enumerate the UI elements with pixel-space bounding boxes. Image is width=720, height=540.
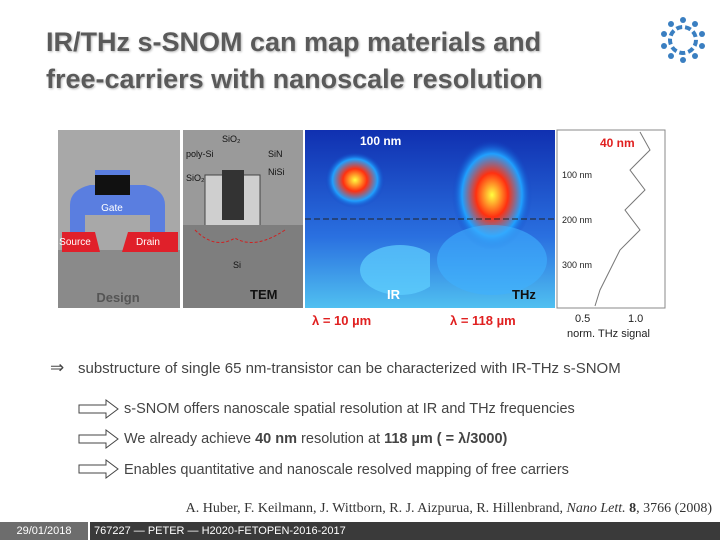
profile-plot [556, 129, 666, 309]
figure: Gate Source Drain Design SiO₂ poly-Si Si… [58, 129, 666, 340]
depth-label: 300 nm [562, 260, 592, 270]
tick-label: 0.5 [575, 313, 590, 325]
design-label: Drain [136, 237, 160, 248]
panel-caption: TEM [250, 287, 277, 302]
footer-project: 767227 — PETER — H2020-FETOPEN-2016-2017 [90, 522, 720, 540]
bullet: We already achieve 40 nm resolution at 1… [124, 431, 507, 447]
bullet-emph: ( = [432, 431, 459, 447]
implies-arrow: ⇒ [50, 358, 65, 377]
scale-label: 40 nm [600, 136, 635, 150]
citation: A. Huber, F. Keilmann, J. Wittborn, R. J… [186, 501, 712, 517]
citation-authors: A. Huber, F. Keilmann, J. Wittborn, R. J… [185, 501, 567, 516]
tick-label: 1.0 [628, 313, 643, 325]
logo [661, 17, 705, 63]
tem-label: poly-Si [186, 149, 214, 159]
panel-caption: IR [387, 287, 401, 302]
design-label: Gate [101, 203, 123, 214]
bullet-arrows [78, 399, 119, 479]
axis-label: norm. THz signal [567, 328, 650, 340]
panel-caption: THz [512, 287, 536, 302]
bullet-emph: 40 nm [255, 431, 298, 447]
depth-label: 100 nm [562, 170, 592, 180]
bullet-text: resolution at [297, 431, 385, 447]
tem-label: NiSi [268, 167, 285, 177]
tem-label: SiO₂ [186, 173, 205, 183]
tem-label: SiN [268, 149, 283, 159]
title-line: IR/THz s-SNOM can map materials and [46, 27, 542, 57]
footer-date: 29/01/2018 [0, 522, 88, 540]
bullet-text: We already achieve [124, 431, 256, 447]
design-label: Source [59, 237, 91, 248]
tem-label: SiO₂ [222, 134, 241, 144]
bullet-text: Enables quantitative and nanoscale resol… [124, 462, 569, 478]
citation-volume: 8 [629, 501, 637, 516]
tem-label: Si [233, 260, 241, 270]
wavelength-label: λ = 118 µm [450, 313, 516, 328]
bullet-emph: 118 µm [384, 431, 433, 447]
bullet: Enables quantitative and nanoscale resol… [124, 462, 569, 478]
citation-pages: , 3766 (2008) [636, 501, 712, 516]
bullet-emph: ) [502, 431, 508, 447]
bullet: s-SNOM offers nanoscale spatial resoluti… [124, 401, 575, 417]
bullet-emph: λ/3000 [458, 431, 503, 447]
panel-caption: Design [96, 290, 139, 305]
wavelength-label: λ = 10 µm [312, 313, 371, 328]
title: IR/THz s-SNOM can map materials and free… [46, 24, 543, 98]
scale-label: 100 nm [360, 134, 401, 148]
title-line: free-carriers with nanoscale resolution [46, 64, 543, 94]
main-point: substructure of single 65 nm-transistor … [78, 360, 621, 377]
bullet-text: s-SNOM offers nanoscale spatial resoluti… [124, 401, 575, 417]
citation-journal: Nano Lett. [566, 501, 626, 516]
depth-label: 200 nm [562, 215, 592, 225]
